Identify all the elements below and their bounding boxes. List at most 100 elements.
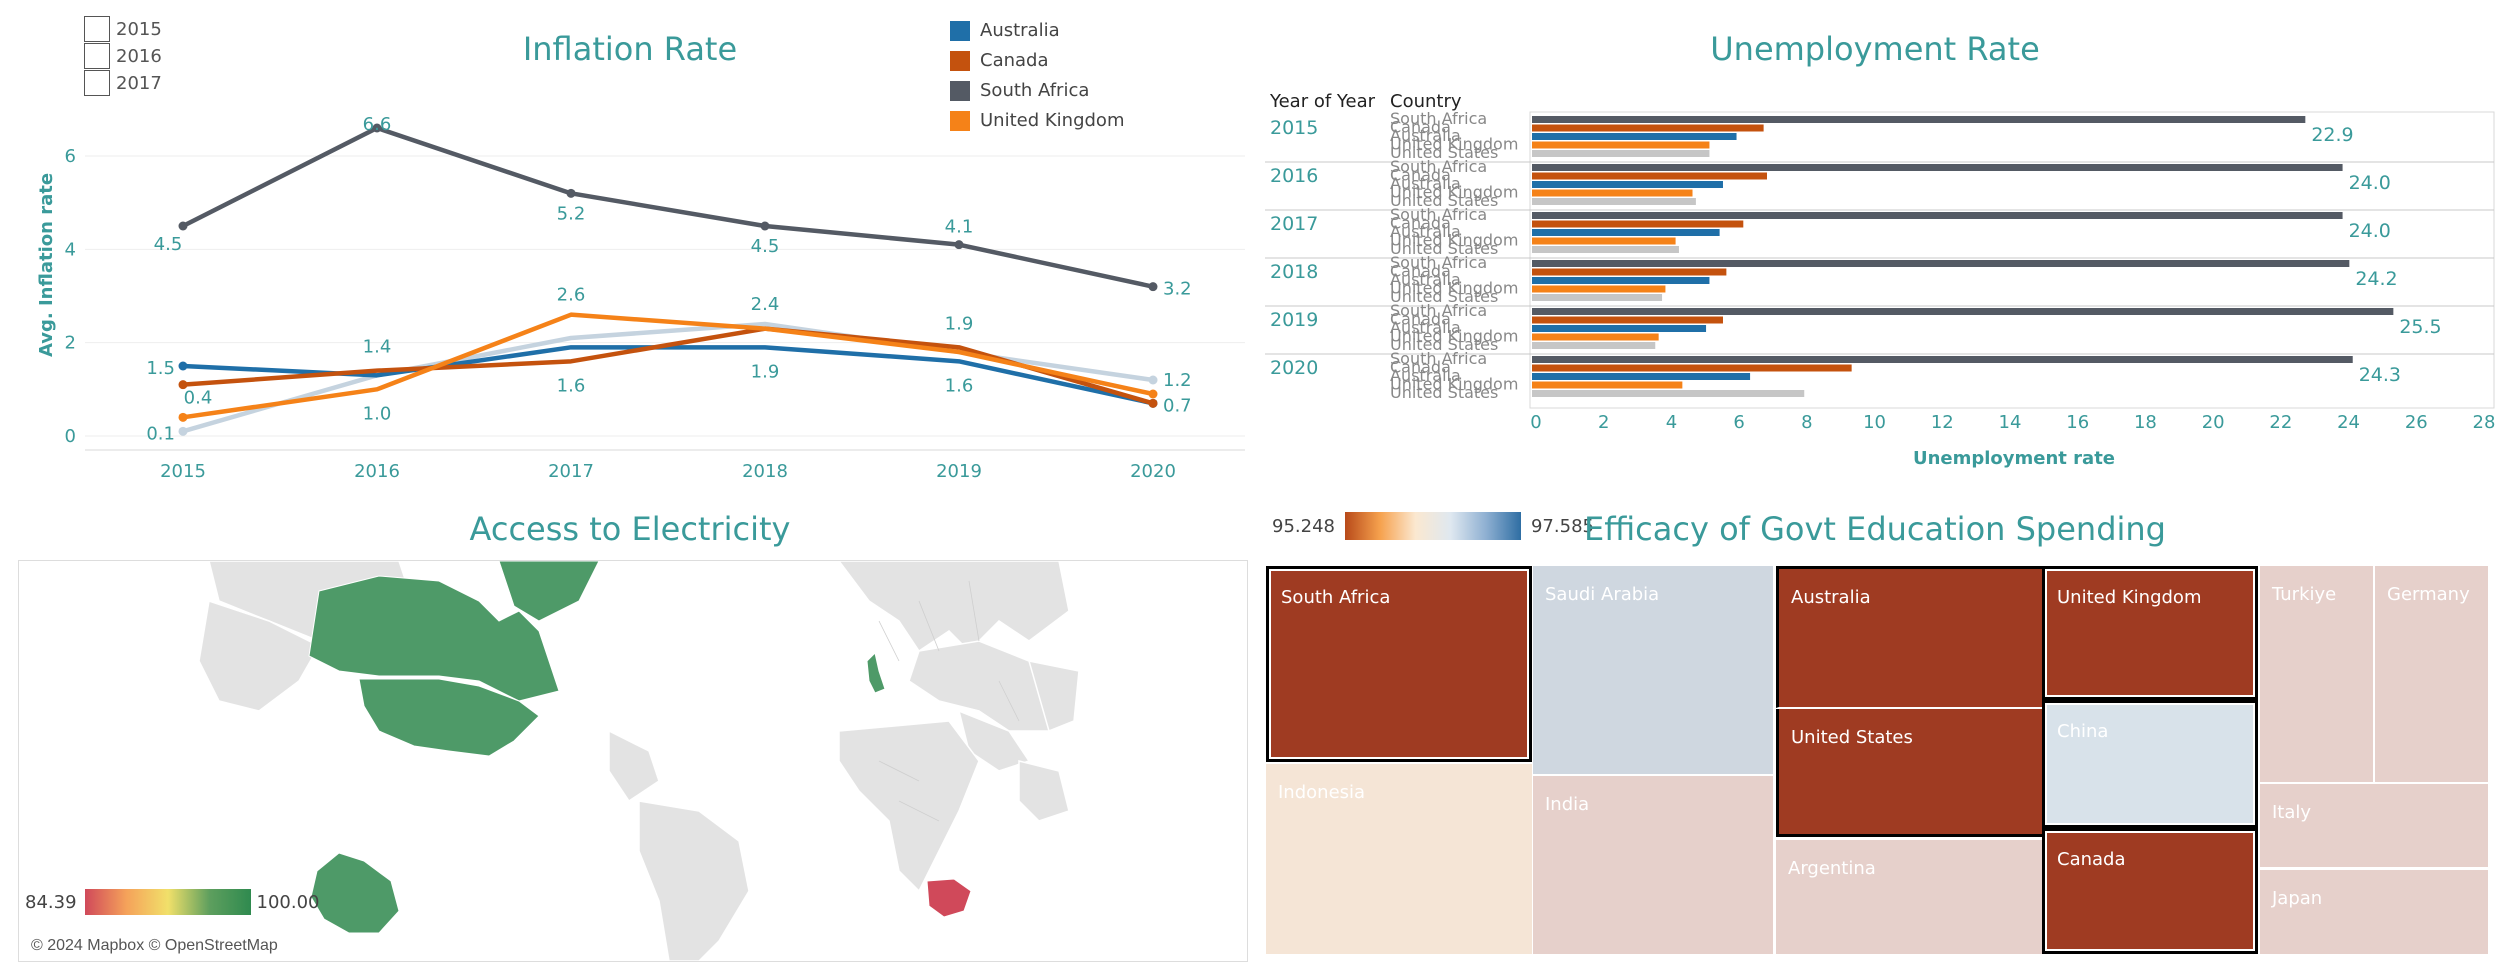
bar-australia-2017[interactable] xyxy=(1532,229,1720,236)
country-label: United Kingdom xyxy=(1390,327,1518,346)
bar-united-states-2016[interactable] xyxy=(1532,198,1696,205)
year-checkbox-2015[interactable] xyxy=(84,16,110,42)
bar-south-africa-2017[interactable] xyxy=(1532,212,2343,219)
map-land[interactable] xyxy=(1027,660,1080,733)
year-filter-2017[interactable]: 2017 xyxy=(84,70,162,96)
data-point[interactable] xyxy=(760,221,770,231)
data-point[interactable] xyxy=(178,380,188,390)
plot-frame xyxy=(1529,111,2495,409)
map-land[interactable] xyxy=(638,800,750,961)
bar-south-africa-2015[interactable] xyxy=(1532,116,2306,123)
year-checkbox-2017[interactable] xyxy=(84,70,110,96)
treemap-cell-south-africa[interactable]: South Africa xyxy=(1266,566,1532,762)
data-point[interactable] xyxy=(1148,389,1158,399)
legend-swatch xyxy=(950,20,970,41)
map-land[interactable] xyxy=(838,561,1070,653)
legend-min-label: 84.39 xyxy=(25,891,77,913)
data-point[interactable] xyxy=(954,240,964,250)
bar-united-kingdom-2020[interactable] xyxy=(1532,381,1683,389)
data-point[interactable] xyxy=(1148,282,1158,292)
bar-united-states-2018[interactable] xyxy=(1532,294,1663,301)
bar-united-kingdom-2015[interactable] xyxy=(1532,141,1710,149)
treemap-cell-japan[interactable]: Japan xyxy=(2260,870,2488,954)
data-point[interactable] xyxy=(178,361,188,371)
data-point[interactable] xyxy=(372,123,382,133)
bar-canada-2018[interactable] xyxy=(1532,268,1727,276)
legend-item-australia[interactable]: Australia xyxy=(950,20,1060,41)
treemap-cell-turkiye[interactable]: Turkiye xyxy=(2260,566,2374,782)
bar-value-label: 24.0 xyxy=(2349,172,2391,194)
data-point[interactable] xyxy=(178,412,188,422)
data-point[interactable] xyxy=(566,188,576,198)
map-country-south-africa[interactable] xyxy=(926,878,972,918)
bar-canada-2020[interactable] xyxy=(1532,364,1852,372)
bar-south-africa-2018[interactable] xyxy=(1532,260,2350,267)
legend-item-united-kingdom[interactable]: United Kingdom xyxy=(950,110,1124,131)
data-label: 1.6 xyxy=(557,375,586,396)
map-country-united-kingdom[interactable] xyxy=(866,652,886,694)
legend-item-canada[interactable]: Canada xyxy=(950,50,1049,71)
treemap-cell-australia[interactable]: Australia xyxy=(1776,566,2042,708)
series-line-unlabeled[interactable] xyxy=(182,321,1154,434)
bar-united-kingdom-2017[interactable] xyxy=(1532,237,1676,245)
map-country-united-states[interactable] xyxy=(358,678,540,757)
bar-united-kingdom-2019[interactable] xyxy=(1532,333,1659,341)
year-filter-2015[interactable]: 2015 xyxy=(84,16,162,42)
bar-united-states-2019[interactable] xyxy=(1532,342,1656,349)
map-land[interactable] xyxy=(608,729,660,803)
treemap-cell-united-states[interactable]: United States xyxy=(1776,709,2042,837)
bar-canada-2015[interactable] xyxy=(1532,124,1764,132)
legend-item-south-africa[interactable]: South Africa xyxy=(950,80,1089,101)
bar-south-africa-2020[interactable] xyxy=(1532,356,2353,363)
data-point[interactable] xyxy=(1148,398,1158,408)
world-map-svg[interactable] xyxy=(19,561,1247,961)
data-point[interactable] xyxy=(178,221,188,231)
treemap-cell-germany[interactable]: Germany xyxy=(2375,566,2488,782)
treemap-cell-indonesia[interactable]: Indonesia xyxy=(1266,764,1532,954)
legend-swatch xyxy=(950,50,970,71)
bar-canada-2017[interactable] xyxy=(1532,220,1744,228)
treemap-cell-italy[interactable]: Italy xyxy=(2260,784,2488,868)
data-point[interactable] xyxy=(178,426,188,436)
treemap-cell-saudi-arabia[interactable]: Saudi Arabia xyxy=(1533,566,1773,774)
bar-south-africa-2016[interactable] xyxy=(1532,164,2343,171)
treemap-cell-argentina[interactable]: Argentina xyxy=(1776,840,2042,954)
bar-united-states-2015[interactable] xyxy=(1532,150,1710,157)
bar-canada-2019[interactable] xyxy=(1532,316,1723,324)
map-country-canada[interactable] xyxy=(308,575,560,702)
bar-australia-2016[interactable] xyxy=(1532,181,1723,188)
bar-australia-2020[interactable] xyxy=(1532,373,1751,380)
map-land[interactable] xyxy=(198,600,321,712)
bar-australia-2015[interactable] xyxy=(1532,133,1737,140)
treemap-cell-china[interactable]: China xyxy=(2042,700,2258,828)
data-point[interactable] xyxy=(1148,375,1158,385)
series-line-south-africa[interactable] xyxy=(181,125,1154,289)
bar-value-label: 25.5 xyxy=(2399,316,2441,338)
treemap-cell-united-kingdom[interactable]: United Kingdom xyxy=(2042,566,2258,700)
world-map[interactable]: 84.39 100.00 © 2024 Mapbox © OpenStreetM… xyxy=(18,560,1248,962)
bar-united-kingdom-2016[interactable] xyxy=(1532,189,1693,197)
series-line-canada[interactable] xyxy=(182,326,1154,406)
treemap-cell-india[interactable]: India xyxy=(1533,776,1773,954)
year-checkbox-2016[interactable] xyxy=(84,43,110,69)
country-label: United States xyxy=(1390,335,1498,354)
map-country-greenland[interactable] xyxy=(498,561,600,622)
year-filter-2016[interactable]: 2016 xyxy=(84,43,162,69)
map-country-australia[interactable] xyxy=(310,852,400,934)
data-label: 4.5 xyxy=(154,234,183,255)
country-label: Australia xyxy=(1390,222,1461,241)
bar-australia-2018[interactable] xyxy=(1532,277,1710,284)
year-label: 2020 xyxy=(1270,357,1318,379)
map-land[interactable] xyxy=(1018,760,1070,822)
series-line-united-kingdom[interactable] xyxy=(182,312,1154,420)
bar-united-kingdom-2018[interactable] xyxy=(1532,285,1666,293)
treemap-cell-canada[interactable]: Canada xyxy=(2042,828,2258,954)
bar-canada-2016[interactable] xyxy=(1532,172,1767,180)
map-land[interactable] xyxy=(908,640,1060,732)
legend-swatch xyxy=(950,80,970,101)
legend-label: Canada xyxy=(980,50,1049,71)
bar-united-states-2017[interactable] xyxy=(1532,246,1679,253)
bar-australia-2019[interactable] xyxy=(1532,325,1707,332)
bar-south-africa-2019[interactable] xyxy=(1532,308,2394,315)
bar-united-states-2020[interactable] xyxy=(1532,390,1805,397)
